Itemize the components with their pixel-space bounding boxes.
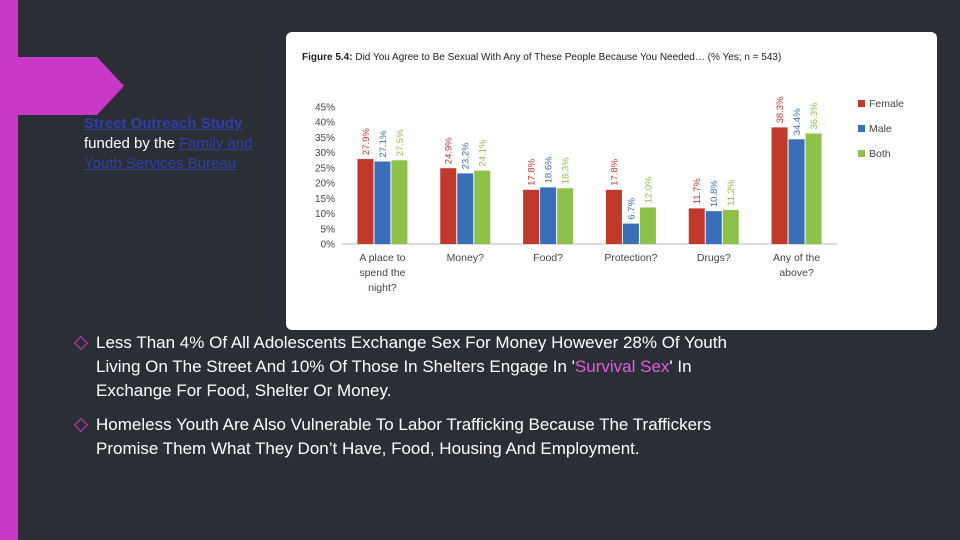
legend-label-male: Male (869, 123, 892, 135)
x-tick-label: Drugs? (697, 252, 731, 264)
data-label: 27.1% (378, 130, 389, 157)
chart-title: Figure 5.4: Did You Agree to Be Sexual W… (302, 52, 781, 63)
x-tick-label: A place to (359, 252, 405, 264)
data-label: 36.3% (809, 102, 820, 129)
data-label: 17.8% (527, 158, 538, 185)
bar-female-4 (688, 208, 705, 244)
bullet-list: Less Than 4% Of All Adolescents Exchange… (73, 331, 736, 471)
bar-both-3 (639, 207, 656, 244)
bar-female-3 (605, 189, 622, 244)
data-label: 24.1% (478, 139, 489, 166)
y-tick-label: 45% (315, 103, 335, 114)
agency-link-part2[interactable]: Youth Services Bureau (84, 155, 237, 172)
bar-female-1 (440, 168, 457, 244)
accent-bar (0, 0, 16, 540)
bar-male-2 (540, 187, 557, 244)
bar-both-4 (722, 209, 739, 244)
x-tick-label: Protection? (604, 252, 657, 264)
bar-male-3 (622, 223, 639, 244)
bar-both-0 (391, 160, 408, 244)
data-label: 27.5% (395, 129, 406, 156)
bar-both-1 (474, 170, 491, 244)
y-tick-label: 20% (315, 179, 335, 190)
bar-male-0 (374, 161, 391, 244)
bar-female-0 (357, 159, 374, 244)
y-tick-label: 35% (315, 133, 335, 144)
y-tick-label: 15% (315, 194, 335, 205)
x-tick-label: above? (779, 267, 814, 279)
diamond-bullet-icon (73, 417, 89, 433)
agency-link-part1[interactable]: Family and (179, 135, 253, 152)
bar-male-5 (788, 139, 805, 244)
data-label: 18.6% (544, 156, 555, 183)
study-link[interactable]: Street Outreach Study (84, 115, 243, 132)
data-label: 12.0% (643, 176, 654, 203)
x-tick-label: night? (368, 282, 397, 294)
bullet-2-text: Homeless Youth Are Also Vulnerable To La… (96, 415, 712, 458)
legend-swatch-male (858, 125, 865, 132)
y-tick-label: 30% (315, 148, 335, 159)
data-label: 38.3% (775, 96, 786, 123)
x-tick-label: spend the (359, 267, 405, 279)
y-tick-label: 10% (315, 209, 335, 220)
y-tick-label: 25% (315, 163, 335, 174)
funding-note: Street Outreach Study funded by the Fami… (84, 114, 289, 174)
data-label: 11.7% (692, 178, 703, 205)
bullet-1-text: Less Than 4% Of All Adolescents Exchange… (96, 333, 727, 400)
data-label: 11.2% (726, 179, 737, 206)
data-label: 18.3% (561, 157, 572, 184)
bar-female-5 (771, 127, 788, 244)
chart-title-prefix: Figure 5.4: (302, 52, 353, 63)
bar-both-2 (557, 188, 574, 244)
x-tick-label: Food? (533, 252, 563, 264)
bullet-item-1: Less Than 4% Of All Adolescents Exchange… (73, 331, 736, 403)
y-tick-label: 0% (321, 240, 336, 251)
data-label: 17.8% (609, 158, 620, 185)
legend-label-both: Both (869, 148, 891, 160)
bar-chart: Figure 5.4: Did You Agree to Be Sexual W… (302, 52, 904, 294)
diamond-bullet-icon (73, 335, 89, 351)
survival-sex-highlight: Survival Sex (574, 357, 670, 376)
legend-label-female: Female (869, 98, 904, 110)
data-label: 24.9% (444, 137, 455, 164)
data-label: 23.2% (461, 142, 472, 169)
chart-title-rest: Did You Agree to Be Sexual With Any of T… (353, 52, 782, 63)
x-tick-label: Money? (447, 252, 485, 264)
y-tick-label: 40% (315, 118, 335, 129)
bar-both-5 (805, 133, 822, 244)
x-tick-label: Any of the (773, 252, 820, 264)
funded-by-text: funded by the (84, 135, 180, 152)
accent-line (16, 0, 18, 540)
legend-swatch-both (858, 150, 865, 157)
bullet-item-2: Homeless Youth Are Also Vulnerable To La… (73, 413, 736, 461)
chart-card: Figure 5.4: Did You Agree to Be Sexual W… (286, 32, 937, 330)
bar-female-2 (523, 189, 540, 244)
y-tick-label: 5% (321, 224, 336, 235)
accent-arrow-shape (16, 57, 124, 115)
data-label: 27.9% (361, 128, 372, 155)
data-label: 6.7% (626, 197, 637, 219)
bar-male-1 (457, 173, 474, 244)
legend-swatch-female (858, 100, 865, 107)
data-label: 34.4% (792, 108, 803, 135)
bar-male-4 (705, 211, 722, 244)
data-label: 10.8% (709, 180, 720, 207)
